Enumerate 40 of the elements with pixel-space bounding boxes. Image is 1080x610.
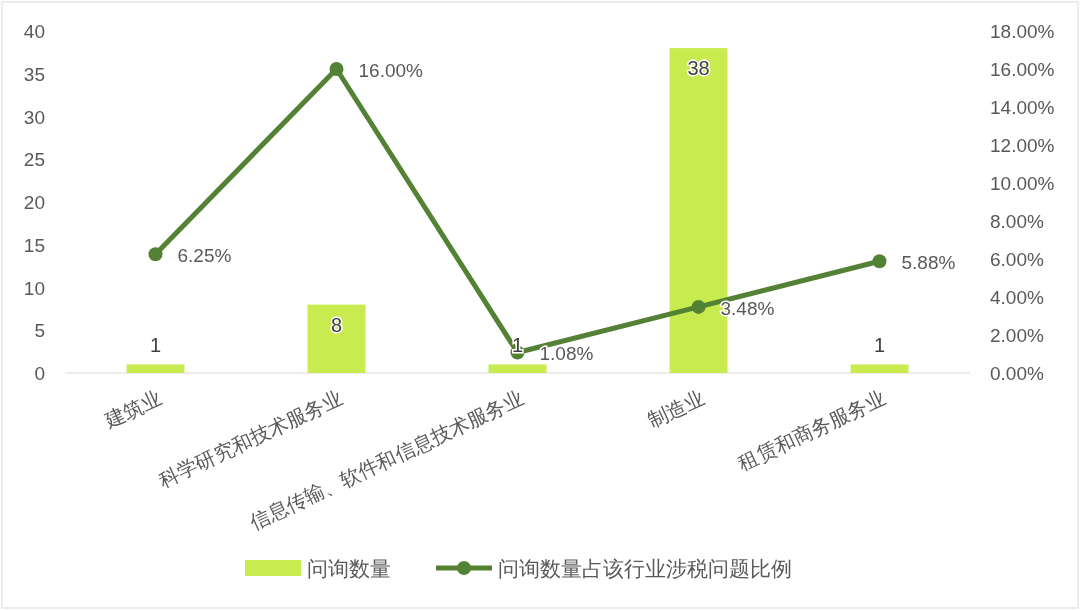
bar (307, 304, 366, 373)
y2-tick-label: 10.00% (990, 173, 1055, 194)
y-tick-label: 30 (23, 106, 45, 128)
data-label: 6.25% (177, 245, 232, 267)
bar (488, 364, 547, 373)
data-label: 1 (873, 334, 886, 357)
legend-label: 问询数量占该行业涉税问题比例 (498, 557, 792, 580)
point (148, 247, 163, 262)
data-label: 8 (330, 313, 343, 336)
x-tick-label: 制造业 (644, 386, 709, 432)
y-tick-label: 0 (34, 363, 45, 384)
y-tick-label: 25 (23, 149, 45, 171)
y2-tick-label: 16.00% (990, 59, 1055, 80)
data-label: 16.00% (358, 60, 424, 81)
y-tick-label: 15 (23, 234, 45, 256)
y-tick-label: 10 (23, 277, 45, 299)
data-label: 5.88% (901, 252, 956, 274)
y2-tick-label: 18.00% (990, 21, 1055, 42)
y-tick-label: 5 (34, 320, 45, 342)
data-label: 38 (687, 57, 710, 80)
x-tick-label: 建筑业 (100, 386, 166, 433)
y-tick-label: 35 (23, 63, 45, 85)
point (329, 62, 344, 76)
y2-tick-label: 2.00% (990, 325, 1044, 346)
y2-tick-label: 14.00% (990, 97, 1055, 118)
y2-tick-label: 8.00% (990, 211, 1044, 232)
bar (850, 364, 909, 373)
point (691, 299, 706, 314)
point (872, 254, 887, 269)
y2-tick-label: 4.00% (990, 287, 1044, 308)
legend-label: 问询数量 (307, 557, 391, 580)
y2-tick-label: 0.00% (990, 363, 1044, 384)
data-label: 1 (149, 334, 162, 357)
y2-tick-label: 6.00% (990, 249, 1044, 270)
x-tick-label: 租赁和商务服务业 (734, 386, 890, 475)
y2-tick-label: 12.00% (990, 135, 1055, 156)
data-label: 1.08% (539, 343, 594, 365)
y-tick-label: 40 (23, 21, 45, 42)
y-tick-label: 20 (23, 192, 45, 213)
bar (126, 364, 185, 373)
